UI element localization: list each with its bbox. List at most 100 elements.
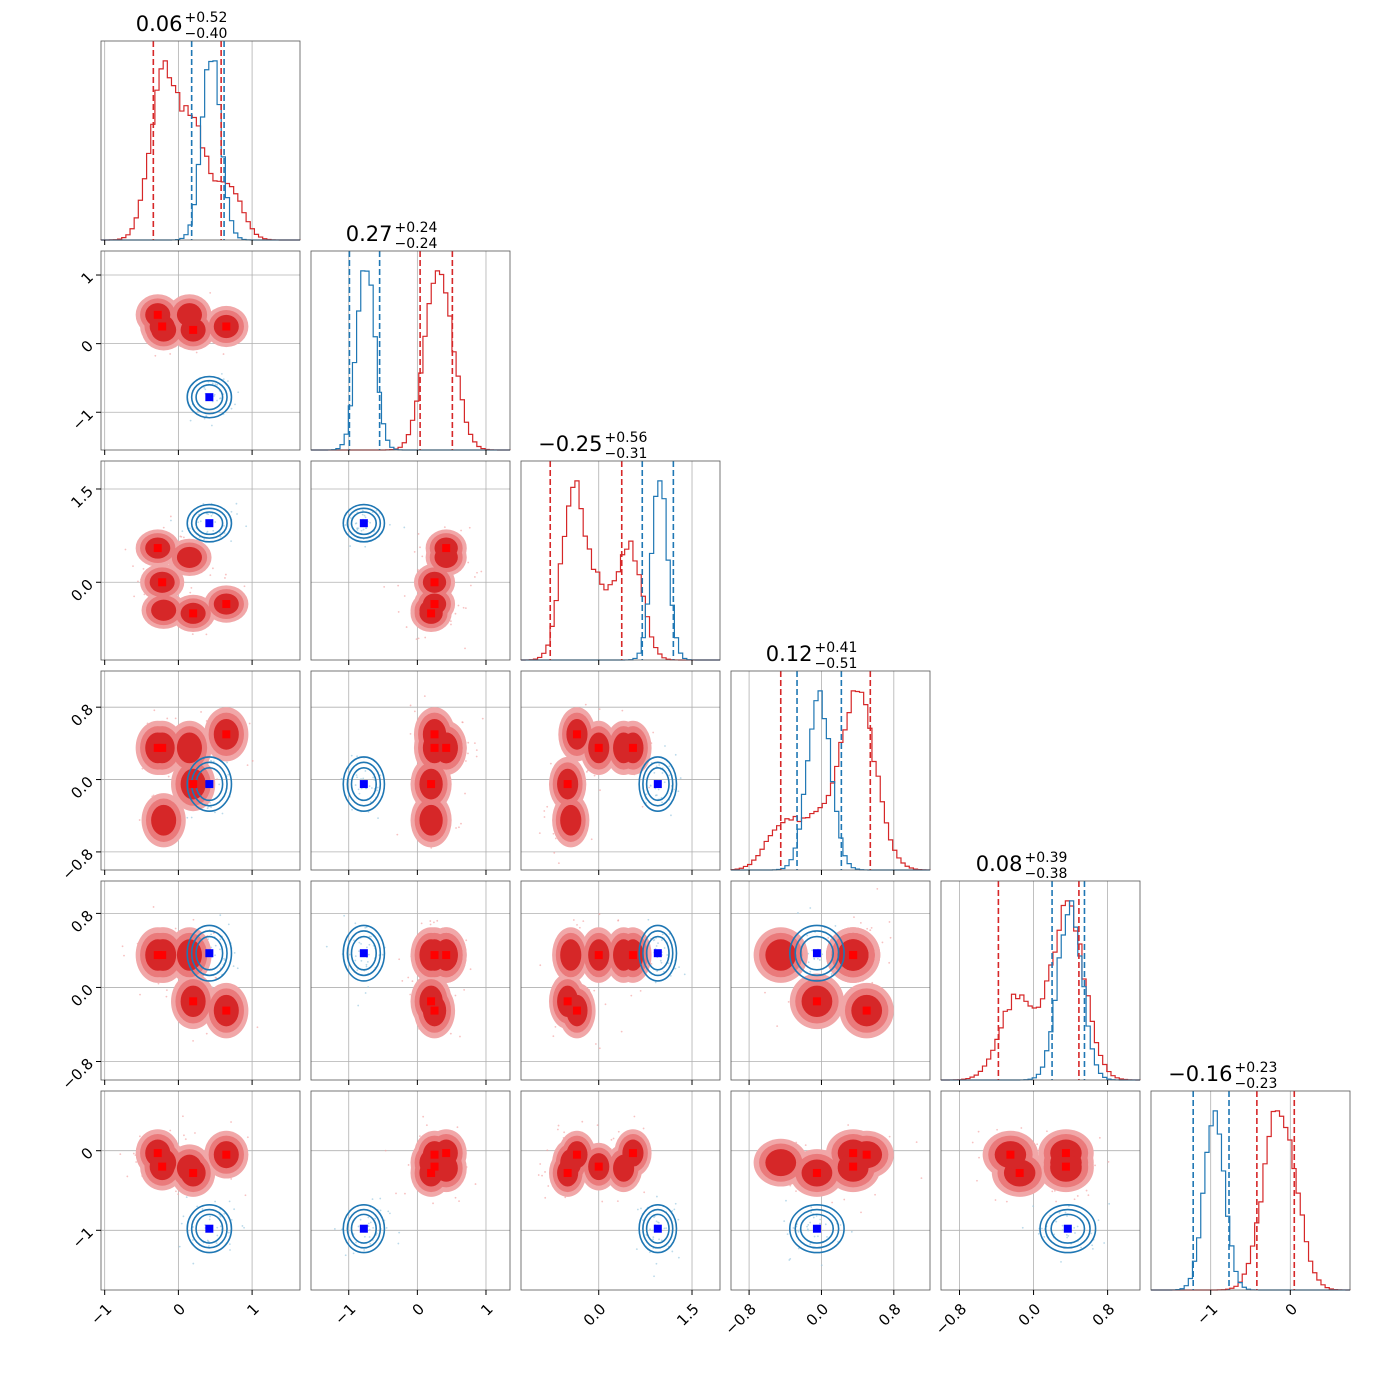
blue-density-contour [645, 1213, 670, 1244]
sample-point-red [888, 921, 891, 923]
red-mode-marker [849, 1149, 858, 1158]
sample-point-blue [219, 1215, 222, 1218]
sample-point-blue [656, 1195, 658, 1198]
sample-point-red [183, 1134, 185, 1137]
diag-panel-2: −0.25 +0.56−0.31 [520, 430, 721, 665]
sample-point-blue [368, 785, 371, 787]
sample-point-red [248, 722, 251, 725]
sample-point-red [407, 1164, 410, 1166]
sample-point-red [1076, 1195, 1079, 1197]
sample-point-blue [360, 529, 363, 532]
sample-point-blue [350, 754, 353, 757]
sample-point-red [1098, 1136, 1101, 1139]
sample-point-red [454, 994, 457, 997]
panel-frame [940, 880, 1141, 1081]
sample-point-red [585, 770, 588, 773]
sample-point-blue [850, 1230, 853, 1233]
sample-point-blue [365, 527, 367, 530]
sample-point-blue [355, 1241, 357, 1244]
sample-point-red [557, 1124, 560, 1127]
sample-point-red [546, 1149, 549, 1152]
sample-point-blue [789, 1257, 792, 1260]
sample-point-red [977, 1130, 980, 1133]
sample-point-red [621, 709, 624, 712]
sample-point-red [401, 980, 404, 982]
red-mode-marker [430, 578, 439, 587]
red-mode-marker [862, 1150, 871, 1159]
x-tick-label: 1.5 [673, 1300, 703, 1330]
panel-frame [730, 880, 931, 1081]
sample-point-blue [661, 801, 663, 804]
sample-point-red [464, 607, 467, 610]
sample-point-red [200, 711, 202, 713]
sample-point-red [541, 1174, 543, 1177]
sample-point-red [139, 993, 141, 996]
sample-point-blue [1055, 1220, 1058, 1223]
blue-density-contour [638, 756, 678, 813]
red-density-contour [613, 1154, 635, 1182]
sample-point-blue [223, 957, 225, 960]
red-mode-marker [572, 730, 581, 739]
red-mode-marker [628, 1149, 637, 1158]
blue-density-contour [346, 761, 382, 807]
sample-point-blue [806, 1228, 809, 1231]
sample-point-blue [230, 407, 233, 410]
x-tick-label: −0.8 [721, 1300, 759, 1338]
sample-point-blue [356, 527, 359, 530]
sample-point-blue [364, 992, 367, 994]
sample-point-blue [210, 514, 213, 517]
blue-density-contour [638, 1204, 678, 1254]
panel-2-1 [310, 460, 511, 665]
sample-point-blue [654, 794, 657, 797]
sample-point-blue [1060, 1260, 1062, 1263]
sample-point-blue [678, 966, 680, 969]
sample-point-blue [365, 965, 368, 968]
sample-point-blue [354, 959, 357, 962]
sample-point-red [596, 1124, 599, 1127]
red-histogram [1151, 1110, 1351, 1291]
sample-point-blue [229, 1249, 231, 1251]
y-tick-label: 0.0 [67, 773, 97, 803]
sample-point-blue [1066, 1236, 1069, 1239]
sample-point-red [1036, 1143, 1039, 1146]
sample-point-red [652, 731, 655, 734]
panel-frame [520, 460, 721, 661]
sample-point-blue [677, 1256, 680, 1259]
sample-point-red [432, 1202, 434, 1205]
sample-point-blue [203, 386, 206, 389]
sample-point-blue [658, 764, 661, 766]
x-tick-label: 0.8 [1089, 1300, 1119, 1330]
sample-point-blue [215, 1242, 218, 1244]
sample-point-red [216, 778, 218, 781]
red-histogram [311, 270, 511, 451]
red-density-contour [151, 804, 177, 836]
blue-density-contour [186, 375, 233, 419]
y-tick-label: −0.8 [59, 1055, 97, 1093]
sample-point-red [996, 1128, 998, 1131]
sample-point-red [209, 574, 212, 577]
sample-point-blue [369, 1242, 372, 1245]
x-tick-label: −1 [331, 1300, 359, 1328]
red-mode-marker [572, 1150, 581, 1159]
sample-point-red [467, 752, 469, 755]
red-mode-marker [628, 743, 637, 752]
sample-point-blue [178, 1245, 181, 1248]
red-mode-marker [153, 1149, 162, 1158]
diag-panel-3: 0.12 +0.41−0.51 [730, 640, 931, 875]
sample-point-blue [806, 934, 809, 937]
panel-title-lower-error: −0.23 [1235, 1076, 1278, 1092]
panel-title-value: 0.27 [346, 222, 393, 246]
panel-title-value: 0.12 [766, 642, 813, 666]
sample-point-blue [212, 760, 215, 763]
sample-point-blue [218, 783, 221, 786]
red-mode-marker [189, 609, 198, 618]
sample-point-red [643, 1191, 646, 1194]
y-tick-label: 0.8 [67, 907, 97, 937]
sample-point-blue [670, 814, 672, 817]
sample-point-blue [813, 1235, 816, 1238]
sample-point-red [455, 827, 457, 829]
sample-point-blue [809, 907, 812, 909]
sample-point-blue [655, 765, 658, 768]
sample-point-red [436, 919, 439, 922]
sample-point-red [429, 923, 432, 926]
